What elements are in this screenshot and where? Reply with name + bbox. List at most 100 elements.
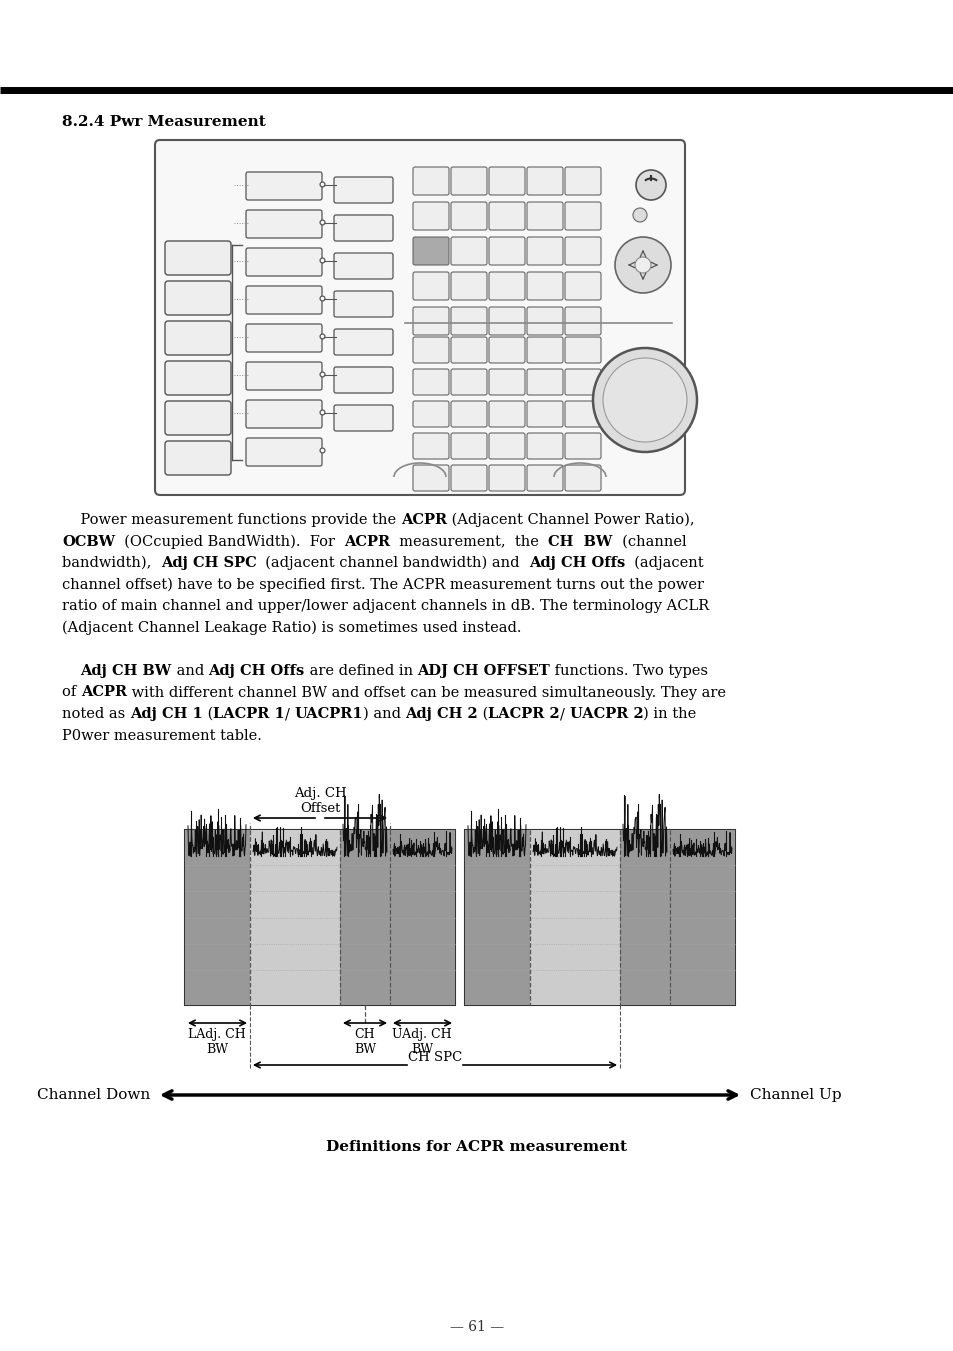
FancyBboxPatch shape [246,249,322,276]
FancyBboxPatch shape [165,361,231,394]
FancyBboxPatch shape [451,272,486,300]
FancyBboxPatch shape [334,367,393,393]
Circle shape [636,170,665,200]
FancyBboxPatch shape [413,336,449,363]
FancyBboxPatch shape [165,322,231,355]
Text: (channel: (channel [612,535,685,549]
FancyBboxPatch shape [334,405,393,431]
FancyBboxPatch shape [526,307,562,335]
FancyBboxPatch shape [165,401,231,435]
FancyBboxPatch shape [246,209,322,238]
FancyBboxPatch shape [334,177,393,203]
Text: 8.2.4 Pwr Measurement: 8.2.4 Pwr Measurement [62,115,266,128]
Bar [390,830,455,1005]
Text: LACPR 2: LACPR 2 [488,707,559,721]
FancyBboxPatch shape [564,168,600,195]
Text: ACPR: ACPR [344,535,390,549]
FancyBboxPatch shape [489,272,524,300]
Text: ACPR: ACPR [400,513,446,527]
FancyBboxPatch shape [489,336,524,363]
Text: ACPR: ACPR [81,685,127,700]
FancyBboxPatch shape [564,369,600,394]
FancyBboxPatch shape [451,336,486,363]
Bar [619,830,669,1005]
FancyBboxPatch shape [526,168,562,195]
FancyBboxPatch shape [489,401,524,427]
FancyBboxPatch shape [413,465,449,490]
Text: channel offset) have to be specified first. The ACPR measurement turns out the p: channel offset) have to be specified fir… [62,577,703,592]
FancyBboxPatch shape [413,203,449,230]
Text: and: and [172,663,209,678]
Text: (: ( [202,707,213,721]
Bar [185,830,250,1005]
FancyBboxPatch shape [564,465,600,490]
FancyBboxPatch shape [564,307,600,335]
FancyBboxPatch shape [246,286,322,313]
Circle shape [633,208,646,222]
Text: (Adjacent Channel Power Ratio),: (Adjacent Channel Power Ratio), [446,513,694,527]
Bar [250,830,339,1005]
FancyBboxPatch shape [489,236,524,265]
FancyBboxPatch shape [165,240,231,276]
Bar [464,830,734,1005]
FancyBboxPatch shape [154,141,684,494]
Bar [669,830,734,1005]
Bar [185,830,455,1005]
FancyBboxPatch shape [489,203,524,230]
FancyBboxPatch shape [489,369,524,394]
Text: Adj CH Offs: Adj CH Offs [209,663,304,678]
FancyBboxPatch shape [334,330,393,355]
Text: (OCcupied BandWidth).  For: (OCcupied BandWidth). For [115,535,344,549]
FancyBboxPatch shape [413,369,449,394]
FancyBboxPatch shape [526,465,562,490]
Text: UACPR1: UACPR1 [294,707,362,721]
Text: CH SPC: CH SPC [408,1051,461,1065]
FancyBboxPatch shape [451,236,486,265]
Text: (Adjacent Channel Leakage Ratio) is sometimes used instead.: (Adjacent Channel Leakage Ratio) is some… [62,620,521,635]
Bar [530,830,619,1005]
FancyBboxPatch shape [165,281,231,315]
FancyBboxPatch shape [489,465,524,490]
Text: with different channel BW and offset can be measured simultaneously. They are: with different channel BW and offset can… [127,685,725,700]
FancyBboxPatch shape [334,253,393,280]
Text: (adjacent channel bandwidth) and: (adjacent channel bandwidth) and [256,557,529,570]
FancyBboxPatch shape [246,172,322,200]
Text: /: / [284,707,294,721]
Text: LAdj. CH
BW: LAdj. CH BW [188,1028,246,1056]
FancyBboxPatch shape [413,272,449,300]
Text: ) and: ) and [362,707,405,721]
FancyBboxPatch shape [526,336,562,363]
FancyBboxPatch shape [564,203,600,230]
FancyBboxPatch shape [564,336,600,363]
Text: CH  BW: CH BW [548,535,612,549]
FancyBboxPatch shape [165,440,231,476]
Text: LACPR 1: LACPR 1 [213,707,284,721]
Circle shape [635,257,650,273]
Text: Adj. CH
Offset: Adj. CH Offset [294,788,346,815]
Text: /: / [559,707,569,721]
FancyBboxPatch shape [564,236,600,265]
Text: UAdj. CH
BW: UAdj. CH BW [392,1028,452,1056]
FancyBboxPatch shape [413,236,449,265]
Text: Channel Up: Channel Up [749,1088,841,1102]
FancyBboxPatch shape [246,400,322,428]
Text: of: of [62,685,81,700]
FancyBboxPatch shape [564,272,600,300]
FancyBboxPatch shape [246,362,322,390]
Text: Adj CH BW: Adj CH BW [80,663,172,678]
Text: measurement,  the: measurement, the [390,535,548,549]
Text: ) in the: ) in the [642,707,696,721]
FancyBboxPatch shape [526,236,562,265]
FancyBboxPatch shape [489,168,524,195]
Text: Adj CH SPC: Adj CH SPC [160,557,256,570]
FancyBboxPatch shape [413,434,449,459]
FancyBboxPatch shape [334,290,393,317]
FancyBboxPatch shape [451,168,486,195]
FancyBboxPatch shape [526,272,562,300]
Text: ratio of main channel and upper/lower adjacent channels in dB. The terminology A: ratio of main channel and upper/lower ad… [62,598,708,613]
Text: UACPR 2: UACPR 2 [569,707,642,721]
Text: CH
BW: CH BW [354,1028,375,1056]
Text: functions. Two types: functions. Two types [550,663,707,678]
FancyBboxPatch shape [526,203,562,230]
Text: Adj CH 2: Adj CH 2 [405,707,477,721]
